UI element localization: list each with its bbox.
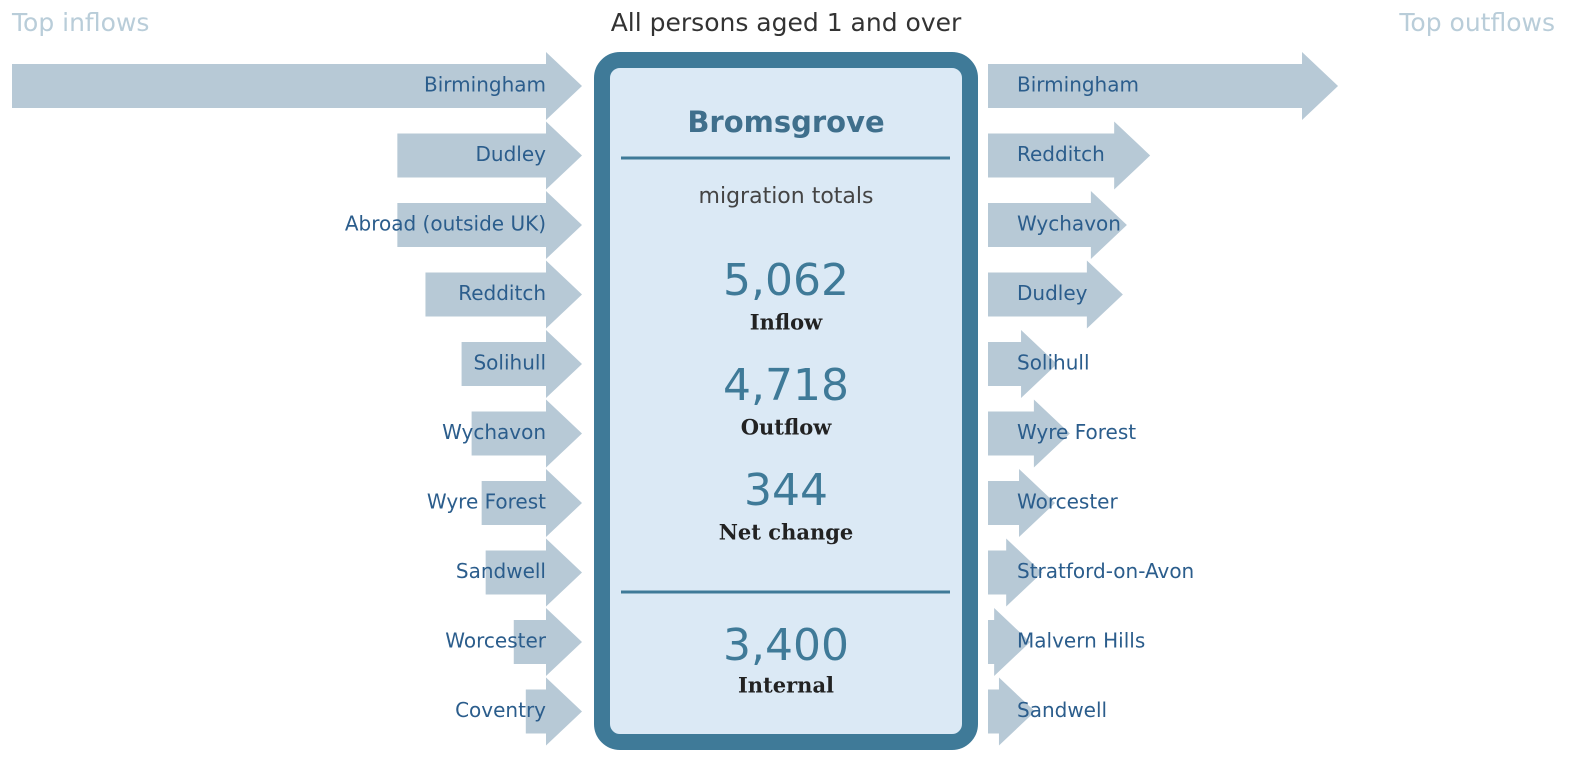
inflow-arrow (461, 330, 582, 398)
outflow-label: Solihull (1017, 351, 1090, 375)
outflows-heading: Top outflows (1398, 8, 1555, 37)
inflow-label: Solihull (473, 351, 546, 375)
inflow-label: Coventry (455, 698, 546, 722)
inflow-label: Sandwell (456, 559, 546, 583)
inflows-heading: Top inflows (11, 8, 149, 37)
outflow-arrow (988, 121, 1151, 190)
inflow-label: Redditch (458, 281, 546, 305)
inflow-label: Dudley (476, 142, 547, 166)
total-label: Internal (738, 673, 834, 698)
inflow-label: Birmingham (424, 73, 546, 97)
outflow-label: Dudley (1017, 281, 1088, 305)
outflow-label: Sandwell (1017, 698, 1107, 722)
inflow-label: Abroad (outside UK) (345, 212, 546, 236)
outflow-label: Wyre Forest (1017, 420, 1136, 444)
inflow-arrow (481, 469, 582, 537)
total-label: Net change (719, 520, 854, 545)
total-value: 5,062 (723, 255, 849, 306)
outflow-arrow (988, 191, 1127, 259)
total-value: 3,400 (723, 620, 849, 671)
inflow-arrow (513, 608, 582, 676)
outflow-arrow (988, 260, 1123, 329)
outflow-arrow (988, 399, 1070, 468)
outflow-arrow (988, 677, 1035, 746)
total-value: 4,718 (723, 360, 849, 411)
arrows (12, 52, 1339, 746)
panel (594, 52, 978, 750)
subtitle: migration totals (699, 184, 874, 209)
inflow-label: Worcester (445, 629, 546, 653)
inflow-arrow (397, 191, 582, 259)
outflow-label: Worcester (1017, 490, 1118, 514)
inflow-arrow (425, 260, 582, 329)
outflow-arrow (988, 330, 1058, 398)
inflow-label: Wyre Forest (427, 490, 546, 514)
outflow-label: Redditch (1017, 142, 1105, 166)
total-label: Inflow (750, 310, 823, 335)
outflow-label: Stratford-on-Avon (1017, 559, 1194, 583)
inflow-arrow (471, 399, 582, 468)
inflow-arrow (485, 538, 582, 607)
outflow-arrow (988, 52, 1339, 120)
title: All persons aged 1 and over (611, 8, 962, 37)
inflow-arrow (525, 677, 582, 746)
inflow-arrow (12, 52, 582, 120)
outflow-arrow (988, 538, 1043, 607)
outflow-label: Wychavon (1017, 212, 1121, 236)
total-label: Outflow (741, 415, 833, 440)
place: Bromsgrove (687, 105, 884, 139)
outflow-label: Malvern Hills (1017, 629, 1145, 653)
inflow-label: Wychavon (442, 420, 546, 444)
outflow-arrow (988, 469, 1056, 537)
inflow-arrow (397, 121, 582, 190)
total-value: 344 (744, 465, 828, 516)
outflow-arrow (988, 608, 1031, 676)
outflow-label: Birmingham (1017, 73, 1139, 97)
